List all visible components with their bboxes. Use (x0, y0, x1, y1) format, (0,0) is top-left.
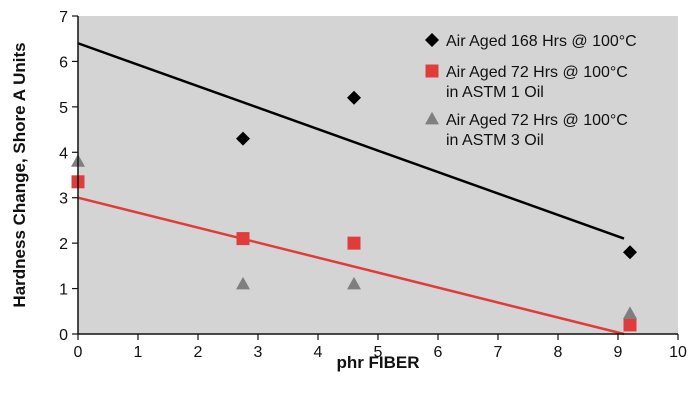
legend-label-series-3: Air Aged 72 Hrs @ 100°C (446, 112, 628, 129)
legend-marker-series-1 (425, 33, 439, 47)
y-tick-label: 2 (59, 236, 68, 253)
data-point-series-2-2 (236, 232, 250, 246)
trend-line-series-2 (77, 196, 625, 336)
data-point-series-3-4 (623, 306, 637, 319)
x-tick-label: 0 (74, 344, 83, 361)
data-point-series-1-1 (236, 131, 250, 146)
y-tick-label: 3 (59, 191, 68, 208)
x-tick-label: 4 (314, 344, 323, 361)
data-point-series-1-3 (623, 245, 637, 260)
x-tick-label: 6 (434, 344, 443, 361)
y-tick-label: 5 (59, 100, 68, 117)
data-point-series-3-3 (347, 276, 361, 290)
x-tick-label: 1 (134, 344, 143, 361)
legend-marker-series-2 (425, 64, 439, 78)
y-tick-label: 7 (59, 9, 68, 26)
x-tick-label: 2 (194, 344, 203, 361)
x-tick-label: 9 (614, 344, 623, 361)
trend-line-series-1 (77, 42, 625, 240)
x-tick-label: 8 (554, 344, 563, 361)
x-tick-label: 5 (374, 344, 383, 361)
legend-label-series-1: Air Aged 168 Hrs @ 100°C (446, 33, 637, 50)
x-tick-label: 10 (669, 344, 687, 361)
x-tick-label: 3 (254, 344, 263, 361)
legend-label-series-3: in ASTM 3 Oil (446, 132, 544, 149)
data-point-series-2-4 (623, 318, 637, 332)
y-tick-label: 1 (59, 282, 68, 299)
y-axis-title: Hardness Change, Shore A Units (10, 42, 29, 307)
legend-label-series-2: in ASTM 1 Oil (446, 84, 544, 101)
data-point-series-2-3 (347, 236, 361, 250)
data-point-series-3-2 (236, 276, 250, 290)
y-tick-label: 0 (59, 327, 68, 344)
x-axis-title: phr FIBER (336, 353, 419, 372)
data-point-series-1-2 (347, 90, 361, 105)
legend-marker-series-3 (425, 111, 439, 125)
legend-label-series-2: Air Aged 72 Hrs @ 100°C (446, 64, 628, 81)
y-tick-label: 4 (59, 145, 68, 162)
plot-background (78, 16, 678, 334)
y-tick-label: 6 (59, 54, 68, 71)
x-tick-label: 7 (494, 344, 503, 361)
